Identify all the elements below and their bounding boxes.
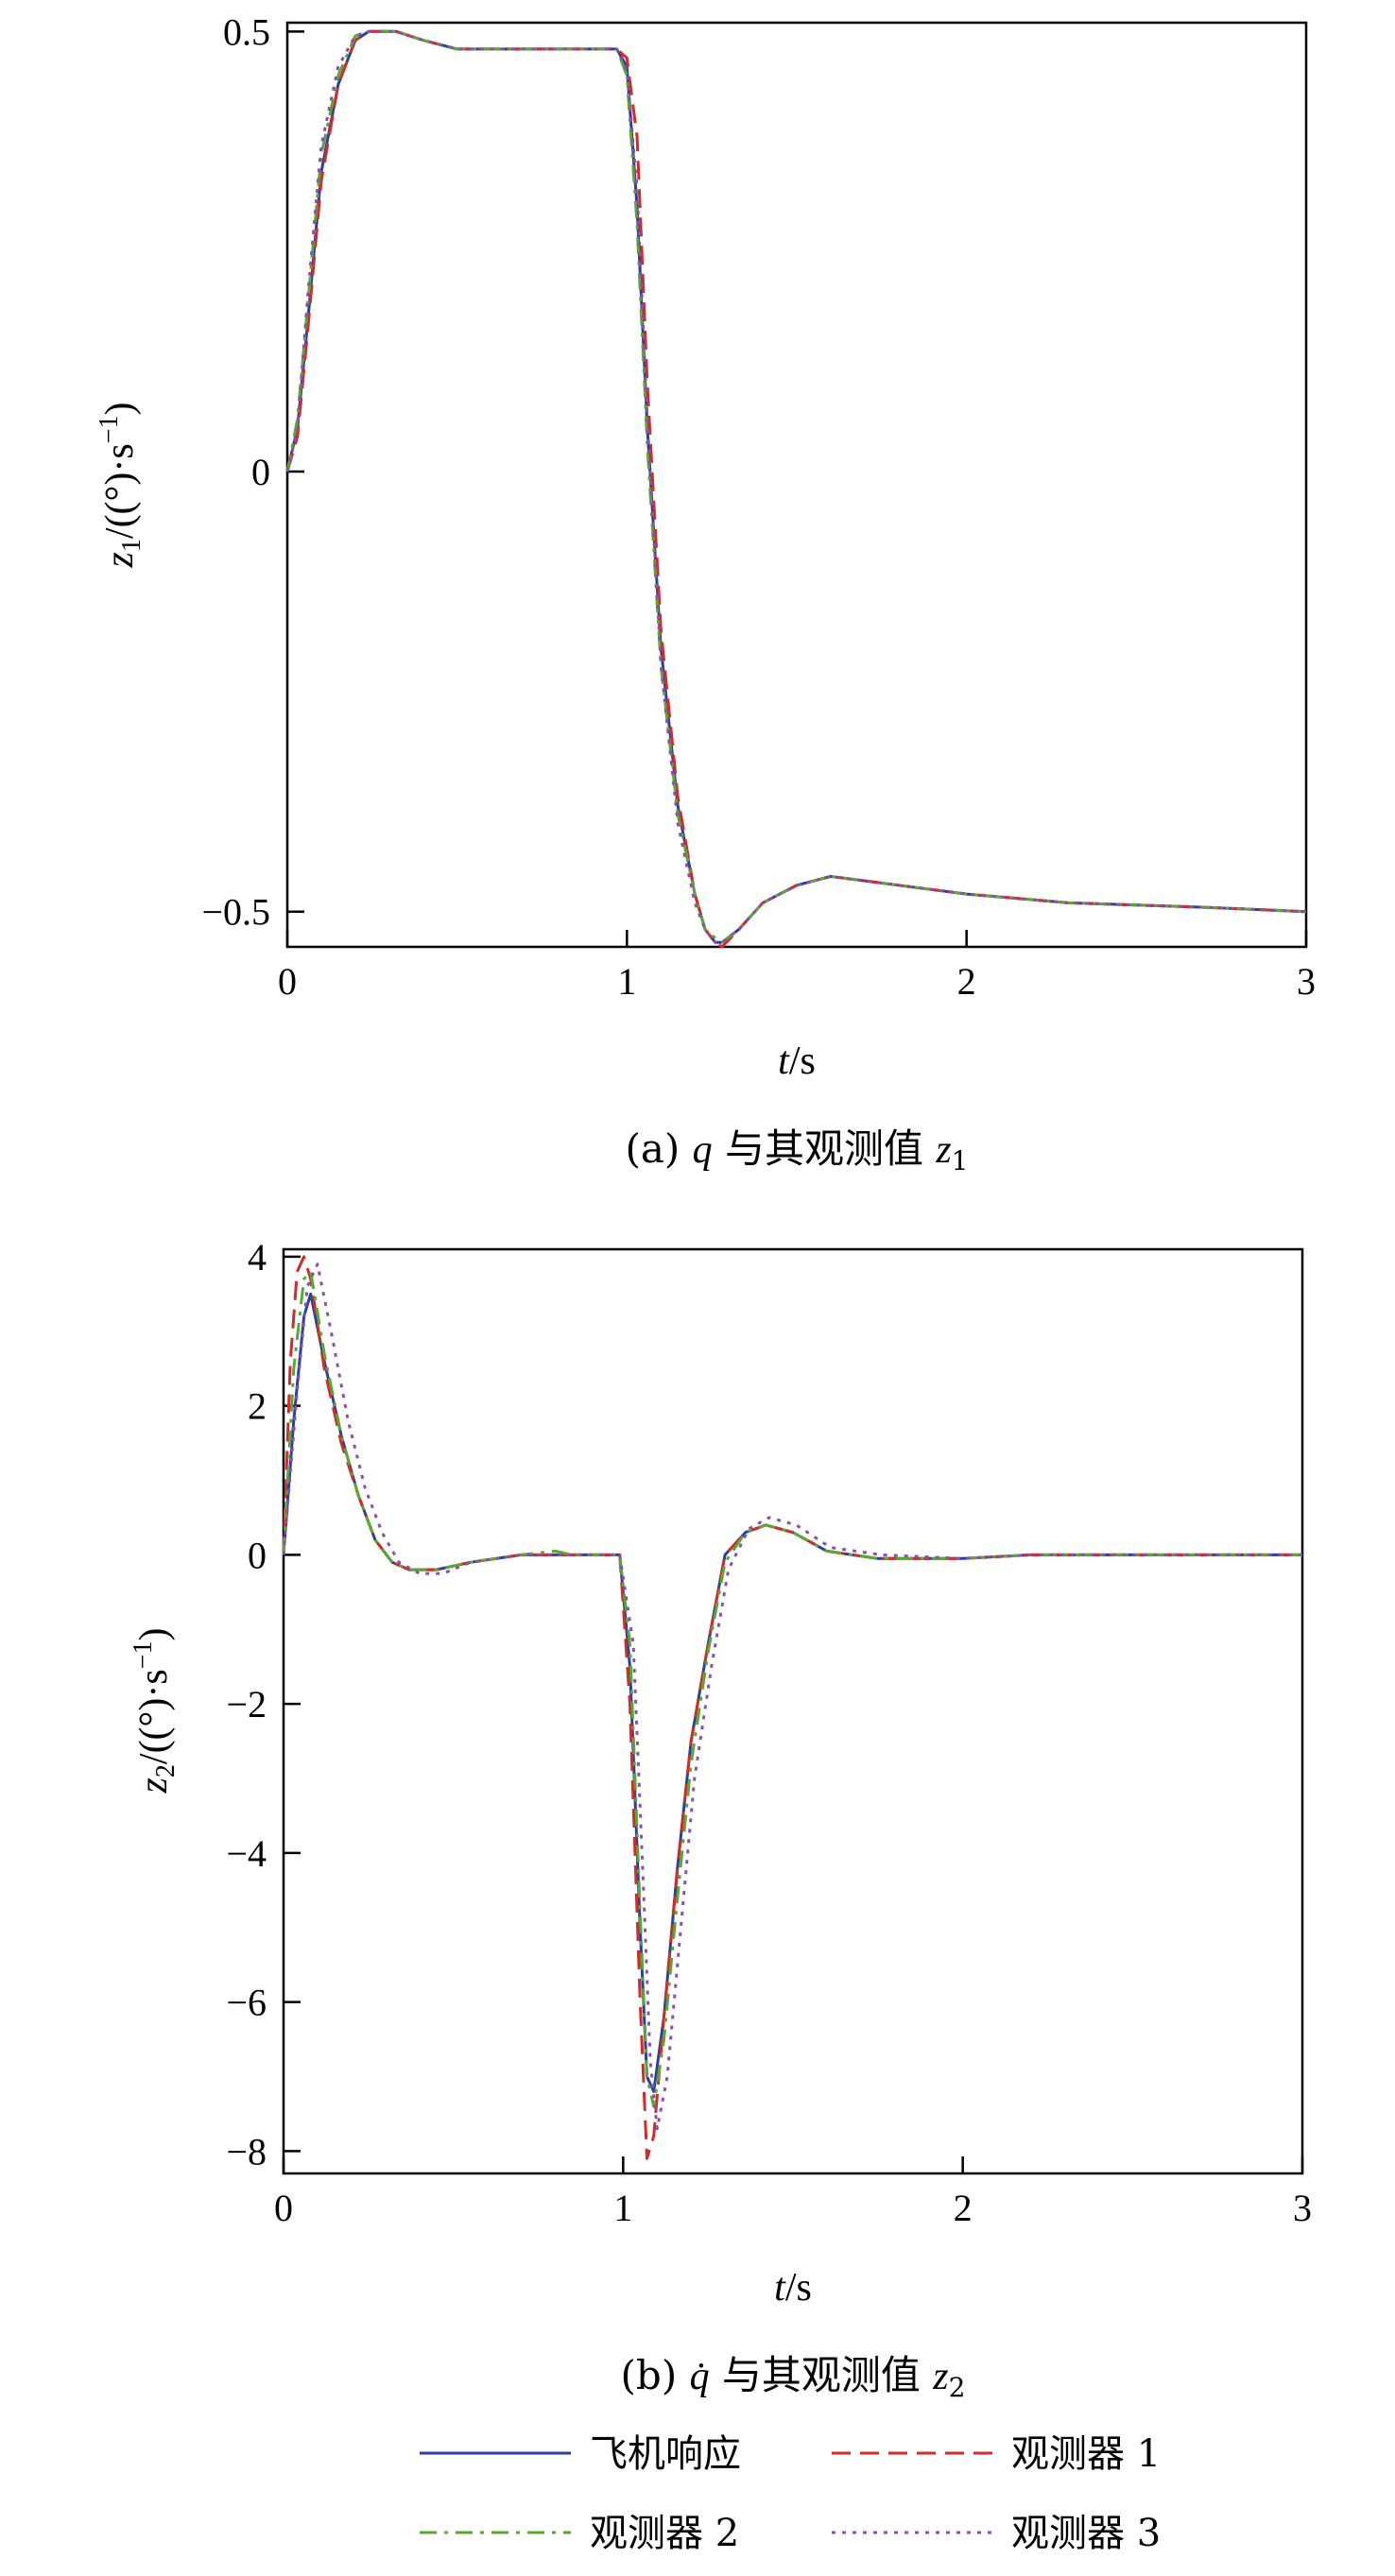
- caption-a-obs: z: [935, 1128, 951, 1172]
- x-tick-label-b-3: 3: [1293, 2187, 1312, 2229]
- y-var-a: z: [98, 552, 142, 568]
- y-sup-b: −1: [129, 1641, 158, 1670]
- legend: 飞机响应 观测器 1 观测器 2 观测器 3: [420, 2432, 1161, 2555]
- y-sup-a: −1: [95, 416, 124, 444]
- y-close-b: ): [132, 1628, 176, 1641]
- y-axis-label-b: z2/((°)·s−1): [129, 1628, 181, 1795]
- caption-a: (a) q 与其观测值 z1: [625, 1125, 968, 1176]
- y-tick-label-b-3: −2: [226, 1683, 267, 1726]
- ticks-a: 0 1 2 3−0.500.5: [201, 10, 1316, 1003]
- legend-label-aircraft: 飞机响应: [590, 2432, 741, 2476]
- x-unit-b: /s: [785, 2266, 812, 2310]
- series-line-b-obs2: [282, 1270, 1302, 2108]
- caption-a-sub: 1: [952, 1145, 969, 1176]
- y-unit-a: /((°)·s: [98, 443, 142, 539]
- plot-frame-a: [285, 21, 1308, 949]
- series-line-a-obs1: [285, 29, 1307, 949]
- caption-b-sub: 2: [949, 2372, 966, 2403]
- x-unit-a: /s: [789, 1039, 816, 1083]
- y-sub-a: 1: [117, 539, 146, 552]
- series-line-a-obs3: [285, 29, 1307, 944]
- series-b: [282, 1255, 1302, 2160]
- x-tick-label-a-2: 2: [957, 960, 976, 1003]
- y-tick-label-a-0: −0.5: [201, 891, 270, 934]
- x-tick-label-a-0: 0: [278, 960, 297, 1003]
- x-var-a: t: [778, 1039, 790, 1083]
- caption-b-prefix: (b): [621, 2352, 690, 2398]
- legend-label-obs3: 观测器 3: [1011, 2512, 1161, 2555]
- x-axis-label-a: t/s: [778, 1039, 816, 1083]
- caption-a-mid: 与其观测值: [713, 1125, 937, 1172]
- caption-a-var: q: [693, 1128, 713, 1172]
- y-sub-b: 2: [151, 1764, 181, 1777]
- y-tick-label-b-6: 4: [248, 1236, 267, 1279]
- caption-b-mid: 与其观测值: [710, 2352, 934, 2398]
- legend-label-obs2: 观测器 2: [590, 2512, 739, 2555]
- x-tick-label-a-1: 1: [617, 960, 636, 1003]
- caption-b-obs: z: [932, 2355, 948, 2398]
- y-tick-label-a-2: 0.5: [223, 10, 270, 53]
- y-close-a: ): [98, 403, 142, 416]
- y-tick-label-b-5: 2: [248, 1385, 267, 1428]
- y-tick-label-b-1: −6: [226, 1982, 267, 2024]
- y-tick-label-b-0: −8: [226, 2130, 267, 2172]
- series-line-a-obs2: [285, 29, 1307, 944]
- y-tick-label-b-2: −4: [226, 1832, 267, 1875]
- y-var-b: z: [132, 1777, 176, 1794]
- caption-a-prefix: (a): [625, 1125, 692, 1172]
- chart-a: 0 1 2 3−0.500.5 z1/((°)·s−1) t/s (a) q 与其观测…: [95, 10, 1316, 1176]
- series-a: [285, 29, 1307, 949]
- x-tick-label-b-0: 0: [274, 2187, 293, 2229]
- y-tick-label-a-1: 0: [251, 451, 270, 493]
- plot-frame-b: [282, 1247, 1304, 2175]
- y-tick-label-b-4: 0: [248, 1534, 267, 1576]
- y-axis-label-a: z1/((°)·s−1): [95, 403, 146, 569]
- series-line-b-aircraft: [282, 1292, 1302, 2093]
- ticks-b: 0 1 2 3 −8 −6 −4 −2 0 2 4: [226, 1236, 1312, 2229]
- series-line-a-aircraft: [285, 29, 1307, 944]
- series-line-b-obs1: [282, 1255, 1302, 2160]
- x-tick-label-a-3: 3: [1297, 960, 1316, 1003]
- legend-label-obs1: 观测器 1: [1011, 2432, 1161, 2476]
- x-var-b: t: [774, 2266, 786, 2310]
- caption-b: (b) q̇ 与其观测值 z2: [621, 2352, 966, 2403]
- y-unit-b: /((°)·s: [132, 1669, 176, 1764]
- x-tick-label-b-1: 1: [613, 2187, 632, 2229]
- x-tick-label-b-2: 2: [954, 2187, 973, 2229]
- caption-b-var: q̇: [690, 2355, 710, 2398]
- x-axis-label-b: t/s: [774, 2266, 812, 2310]
- series-line-b-obs3: [282, 1262, 1302, 2131]
